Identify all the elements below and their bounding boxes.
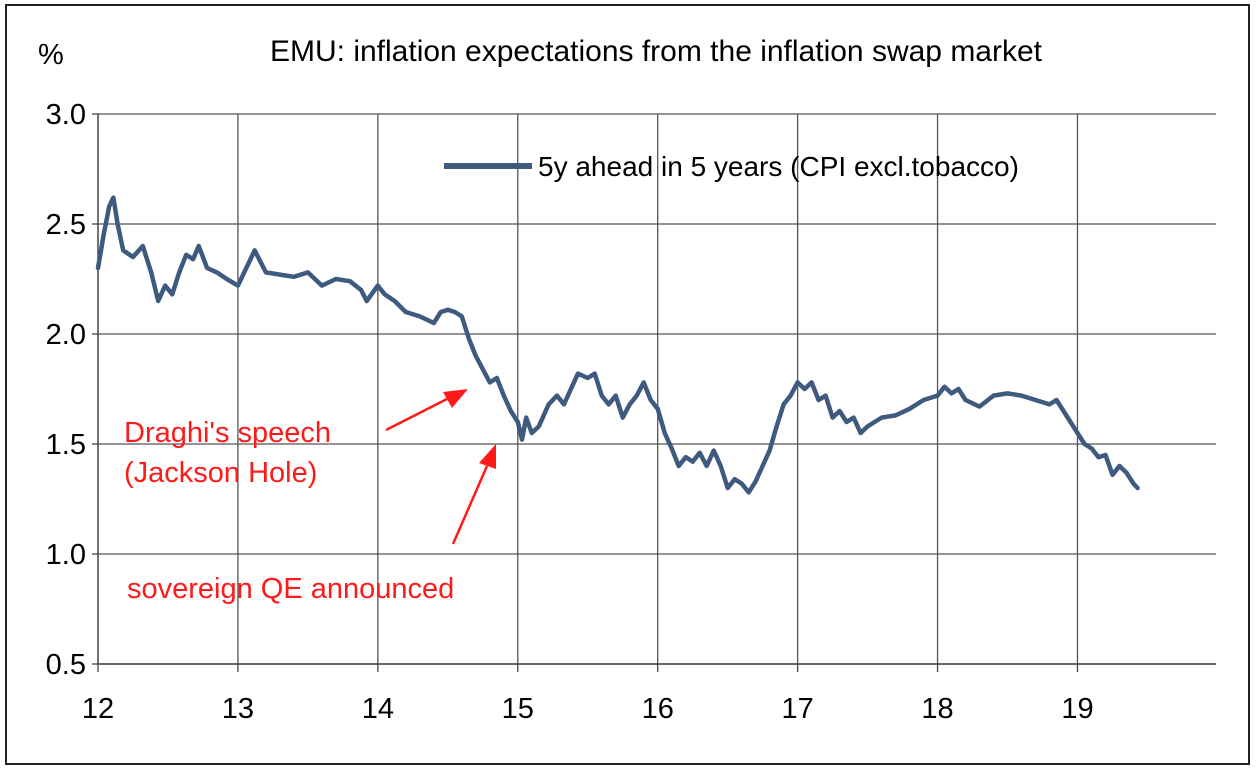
annotation-qe-arrowhead: [479, 444, 496, 469]
y-tick-label: 0.5: [46, 649, 86, 681]
x-tick-label: 13: [222, 693, 254, 725]
annotation-qe: sovereign QE announced: [127, 573, 454, 605]
y-tick-label: 1.5: [46, 429, 86, 461]
annotation-draghi-line1: Draghi's speech: [124, 417, 331, 449]
annotation-qe-arrow: [451, 465, 489, 545]
x-tick-label: 19: [1061, 693, 1093, 725]
annotation-draghi-arrow: [385, 397, 448, 432]
x-tick-label: 18: [921, 693, 953, 725]
x-tick-label: 15: [502, 693, 534, 725]
x-tick-label: 12: [82, 693, 114, 725]
chart-title: EMU: inflation expectations from the inf…: [270, 35, 1043, 68]
y-tick-label: 2.5: [46, 209, 86, 241]
annotation-draghi-line2: (Jackson Hole): [124, 457, 317, 489]
x-tick-labels: 12 13 14 15 16 17 18 19: [82, 693, 1094, 725]
legend: 5y ahead in 5 years (CPI excl.tobacco): [444, 151, 1019, 182]
axes: [92, 113, 1216, 672]
x-tick-label: 17: [781, 693, 813, 725]
series-layer: [95, 195, 1140, 495]
legend-label: 5y ahead in 5 years (CPI excl.tobacco): [538, 151, 1019, 182]
annotations: Draghi's speech (Jackson Hole) sovereign…: [124, 389, 496, 605]
series-line-0: [95, 195, 1140, 495]
x-tick-label: 16: [642, 693, 674, 725]
y-tick-labels: 0.5 1.0 1.5 2.0 2.5 3.0: [46, 99, 86, 681]
annotation-draghi-arrowhead: [443, 389, 468, 408]
y-tick-label: 1.0: [46, 539, 86, 571]
y-axis-label: %: [38, 39, 64, 71]
y-tick-label: 3.0: [46, 99, 86, 131]
x-tick-label: 14: [362, 693, 394, 725]
chart-frame: [5, 4, 1250, 765]
y-tick-label: 2.0: [46, 319, 86, 351]
